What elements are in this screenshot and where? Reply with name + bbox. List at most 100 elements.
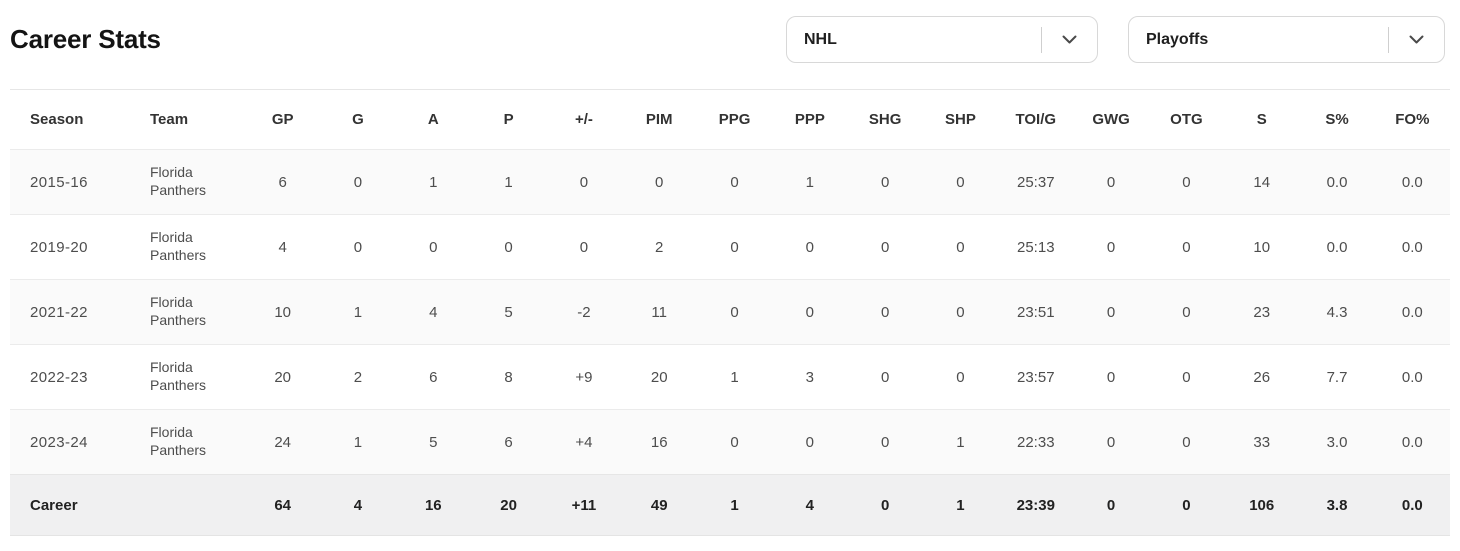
stat-cell: 0 (1073, 409, 1149, 475)
league-dropdown[interactable]: NHL (786, 16, 1098, 63)
column-header-toig: TOI/G (1015, 111, 1057, 128)
season-row: 2022-23 Florida Panthers 20 2 6 8 +9 20 1 3 0 0 23:5… (10, 344, 1450, 410)
season-row: 2023-24 Florida Panthers 24 1 5 6 +4 16 0 0 0 1 22:3… (10, 409, 1450, 475)
stat-cell: 0.0 (1374, 409, 1450, 475)
career-stat-cell: 3.8 (1326, 496, 1348, 514)
table-head: Season Team GP G A P +/- PIM PPG PPP SHG SHP TOI/G GW… (10, 90, 1450, 150)
career-stat-cell: 20 (500, 496, 517, 514)
stat-cell: 22:33 (998, 409, 1074, 475)
dropdown-divider (1388, 26, 1389, 53)
stat-cell: 0.0 (1299, 214, 1375, 280)
stat-cell: 10 (1224, 214, 1300, 280)
stat-cell: 14 (1224, 149, 1300, 215)
dropdown-divider (1041, 26, 1042, 53)
stat-cell: 2 (621, 214, 697, 280)
stat-cell: 0 (847, 409, 923, 475)
stat-cell: 25:13 (998, 214, 1074, 280)
league-dropdown-value: NHL (804, 30, 837, 48)
stat-cell: 0 (1148, 279, 1225, 345)
stat-cell: 0 (1073, 149, 1149, 215)
stat-cell: 0 (320, 214, 396, 280)
season-cell: 2015-16 (10, 149, 130, 215)
career-label-cell: Career (30, 496, 78, 514)
column-header-g: G (352, 111, 364, 128)
stat-cell: 1 (320, 279, 396, 345)
column-header-season: Season (30, 111, 84, 128)
career-stat-cell: 4 (353, 496, 363, 514)
career-stat-cell: 4 (805, 496, 815, 514)
season-type-dropdown[interactable]: Playoffs (1128, 16, 1445, 63)
stat-cell: 5 (470, 279, 547, 345)
stat-cell: 33 (1224, 409, 1300, 475)
career-stat-cell: 1 (730, 496, 739, 514)
stat-cell: 7.7 (1299, 344, 1375, 410)
stat-cell: 0 (1148, 214, 1225, 280)
column-header-a: A (427, 111, 439, 128)
stat-cell: 3 (772, 344, 848, 410)
column-header-gp: GP (271, 111, 294, 128)
stat-cell: 0.0 (1374, 279, 1450, 345)
team-cell: Florida Panthers (130, 149, 245, 215)
stat-cell: 0.0 (1374, 344, 1450, 410)
stat-cell: 0 (772, 214, 848, 280)
page-title: Career Stats (10, 24, 161, 54)
stat-cell: 8 (470, 344, 547, 410)
career-stat-cell: 0 (1182, 496, 1191, 514)
stat-cell: 16 (621, 409, 697, 475)
career-stat-cell: 49 (650, 496, 668, 514)
stat-cell: 2 (320, 344, 396, 410)
stat-cell: -2 (546, 279, 622, 345)
stat-cell: 3.0 (1299, 409, 1375, 475)
season-row: 2015-16 Florida Panthers 6 0 1 1 0 0 0 1 0 0 25:37 0 0… (10, 149, 1450, 215)
career-stat-cell: 0 (1106, 496, 1116, 514)
stat-cell: 0 (621, 149, 697, 215)
career-stat-cell: 106 (1249, 496, 1275, 514)
stat-cell: 0 (1073, 279, 1149, 345)
season-cell: 2023-24 (10, 409, 130, 475)
career-stat-cell: 64 (274, 496, 291, 514)
stat-cell: 10 (245, 279, 321, 345)
season-cell: 2021-22 (10, 279, 130, 345)
career-stats-table: Season Team GP G A P +/- PIM PPG PPP SHG SHP TOI/G GW… (10, 89, 1450, 536)
stat-cell: 0 (922, 344, 999, 410)
stat-cell: 0 (772, 409, 848, 475)
stat-cell: 0 (696, 279, 773, 345)
career-stat-cell: 1 (956, 496, 965, 514)
season-cell: 2022-23 (10, 344, 130, 410)
stat-cell: 0 (1073, 344, 1149, 410)
stat-cell: 0 (320, 149, 396, 215)
team-cell: Florida Panthers (130, 344, 245, 410)
stat-cell: 0 (546, 214, 622, 280)
chevron-down-icon (1042, 35, 1097, 44)
stat-cell: 1 (395, 149, 471, 215)
stat-cell: 0.0 (1374, 149, 1450, 215)
stat-cell: 0 (922, 279, 999, 345)
stat-cell: 26 (1224, 344, 1300, 410)
page-header: Career Stats NHL Playoffs (0, 0, 1460, 63)
column-header-pim: PIM (645, 111, 673, 128)
column-header-: +/- (574, 111, 593, 128)
season-type-dropdown-value: Playoffs (1146, 30, 1209, 48)
stat-cell: 1 (696, 344, 773, 410)
stat-cell: 0 (1148, 344, 1225, 410)
career-stats-section: Season Team GP G A P +/- PIM PPG PPP SHG SHP TOI/G GW… (0, 89, 1460, 536)
stat-cell: 6 (245, 149, 321, 215)
stat-cell: 23:51 (998, 279, 1074, 345)
stat-cell: 23:57 (998, 344, 1074, 410)
column-header-p: P (503, 111, 514, 128)
stat-cell: 6 (470, 409, 547, 475)
stat-cell: 1 (470, 149, 547, 215)
stat-cell: 11 (621, 279, 697, 345)
career-stat-cell: 0 (880, 496, 890, 514)
season-row: 2021-22 Florida Panthers 10 1 4 5 -2 11 0 0 0 0 23:5… (10, 279, 1450, 345)
stat-cell: 6 (395, 344, 471, 410)
stat-cell: 5 (395, 409, 471, 475)
team-cell: Florida Panthers (130, 409, 245, 475)
career-stat-cell: 23:39 (1016, 496, 1055, 514)
column-header-ppg: PPG (718, 111, 751, 128)
column-header-shp: SHP (945, 111, 976, 128)
stat-cell: 1 (922, 409, 999, 475)
stat-cell: 4 (245, 214, 321, 280)
team-cell: Florida Panthers (130, 279, 245, 345)
stat-cell: 1 (772, 149, 848, 215)
